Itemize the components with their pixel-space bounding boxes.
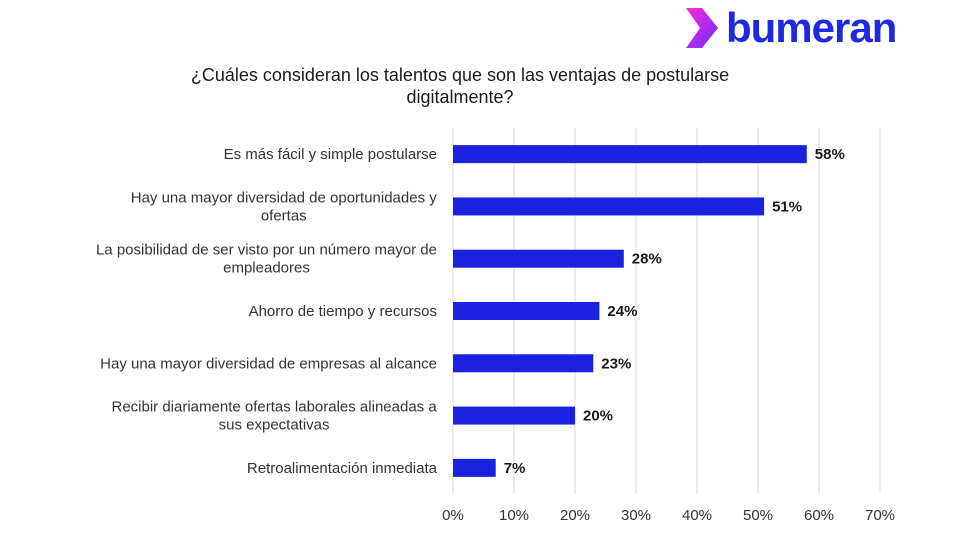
x-tick-label: 20% <box>560 507 590 524</box>
category-label: Retroalimentación inmediata <box>247 460 438 477</box>
category-label-line: empleadores <box>223 260 310 277</box>
bar <box>453 302 600 320</box>
bumeran-logo-mark-icon <box>686 8 718 48</box>
data-label: 20% <box>583 408 613 425</box>
bar <box>453 249 624 268</box>
category-label: Es más fácil y simple postularse <box>224 146 437 163</box>
bar <box>453 458 496 477</box>
data-label: 7% <box>504 460 526 477</box>
category-label: Hay una mayor diversidad de oportunidade… <box>131 189 438 224</box>
x-tick-label: 60% <box>804 507 834 524</box>
data-label: 23% <box>601 355 631 372</box>
category-label: Recibir diariamente ofertas laborales al… <box>111 399 437 434</box>
x-tick-label: 50% <box>743 507 773 524</box>
bar <box>453 197 765 216</box>
category-label: La posibilidad de ser visto por un númer… <box>96 242 437 277</box>
chart-title: ¿Cuáles consideran los talentos que son … <box>100 64 820 108</box>
x-tick-label: 40% <box>682 507 712 524</box>
bumeran-logo: bumeran <box>682 2 922 54</box>
logo-wordmark: bumeran <box>726 4 897 51</box>
chart-title-line: ¿Cuáles consideran los talentos que son … <box>190 65 730 85</box>
category-label-line: Es más fácil y simple postularse <box>224 146 437 163</box>
bar <box>453 354 594 373</box>
category-label-line: Retroalimentación inmediata <box>247 460 438 477</box>
category-label-line: Ahorro de tiempo y recursos <box>249 303 437 320</box>
category-label-line: Hay una mayor diversidad de empresas al … <box>100 355 437 372</box>
data-label: 58% <box>815 146 845 163</box>
category-label-line: ofertas <box>261 207 307 224</box>
data-label: 24% <box>607 303 637 320</box>
category-label-line: Hay una mayor diversidad de oportunidade… <box>131 189 438 206</box>
x-tick-label: 10% <box>499 507 529 524</box>
bar <box>453 145 807 164</box>
category-label-line: La posibilidad de ser visto por un númer… <box>96 242 437 259</box>
category-label: Hay una mayor diversidad de empresas al … <box>100 355 437 372</box>
bar <box>453 406 575 425</box>
data-label: 51% <box>772 198 802 215</box>
chart-title-line: digitalmente? <box>406 87 514 107</box>
category-label-line: Recibir diariamente ofertas laborales al… <box>111 399 437 416</box>
x-tick-label: 0% <box>442 507 464 524</box>
category-label: Ahorro de tiempo y recursos <box>249 303 437 320</box>
x-tick-label: 30% <box>621 507 651 524</box>
x-tick-label: 70% <box>865 507 895 524</box>
category-label-line: sus expectativas <box>219 417 330 434</box>
data-label: 28% <box>632 251 662 268</box>
